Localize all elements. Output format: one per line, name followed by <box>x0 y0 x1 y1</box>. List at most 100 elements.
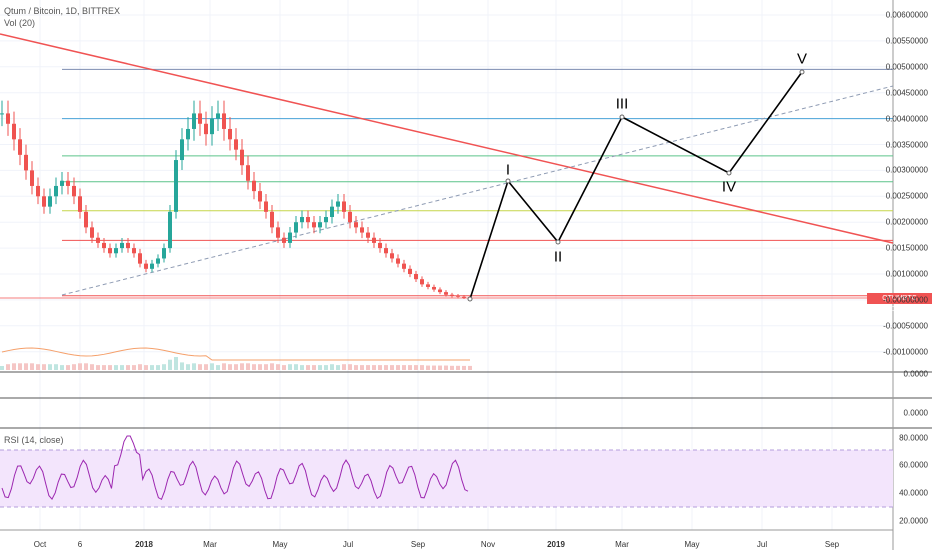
price-axis-label: 0.00150000 <box>885 243 928 253</box>
wave-point <box>467 296 473 302</box>
volume-bar <box>126 365 130 370</box>
candle <box>90 227 94 238</box>
price-axis-label: 0.00550000 <box>885 36 928 46</box>
volume-bar <box>210 363 214 370</box>
time-axis-label: Jul <box>342 540 354 549</box>
candle <box>246 165 250 181</box>
pane-axis-label: 0.0000 <box>903 369 928 379</box>
volume-bar <box>48 364 52 370</box>
candle <box>222 113 226 129</box>
volume-bar <box>306 365 310 370</box>
candle <box>288 232 292 243</box>
volume-bar <box>354 365 358 370</box>
price-axis-label: 0.00200000 <box>885 217 928 227</box>
candle <box>12 123 16 140</box>
volume-bar <box>408 365 412 370</box>
volume-bar <box>42 364 46 370</box>
rsi-line <box>1 435 469 501</box>
candle <box>270 211 274 228</box>
wave-label-2: II <box>553 248 563 266</box>
volume-bar <box>156 365 160 370</box>
volume-bar <box>120 365 124 370</box>
candle <box>54 185 58 197</box>
candle <box>360 227 364 233</box>
volume-bar <box>360 365 364 370</box>
volume-bar <box>402 365 406 370</box>
rsi-axis-label: 60.0000 <box>899 460 928 470</box>
volume-bar <box>288 364 292 370</box>
volume-bar <box>312 365 316 370</box>
volume-ma-line <box>1 347 470 361</box>
volume-bar <box>132 365 136 370</box>
candle <box>126 242 130 249</box>
candle <box>78 196 82 212</box>
time-axis-label: Sep <box>410 540 426 549</box>
candle <box>228 128 232 140</box>
candle <box>24 154 28 171</box>
time-axis-label: 6 <box>77 540 83 549</box>
candle <box>138 253 142 264</box>
wave-point <box>726 170 732 176</box>
volume-bar <box>396 365 400 370</box>
volume-bar <box>174 357 178 370</box>
wave-point <box>799 69 805 75</box>
wave-label-5: V <box>796 50 808 68</box>
volume-bar <box>60 365 64 370</box>
volume-bar <box>222 363 226 370</box>
candle <box>282 237 286 243</box>
volume-bar <box>258 364 262 370</box>
candle <box>6 113 10 124</box>
candle <box>84 211 88 228</box>
time-axis-label: Mar <box>203 540 217 549</box>
volume-bar <box>348 364 352 370</box>
candle <box>96 237 100 243</box>
current-price-value: 0.00054134 <box>881 306 918 313</box>
volume-bar <box>246 363 250 370</box>
candle <box>0 113 4 115</box>
candle <box>240 149 244 166</box>
candle <box>18 139 22 155</box>
price-axis-label: 0.00250000 <box>885 191 928 201</box>
candle <box>378 242 382 249</box>
wave-label-4: IV <box>721 178 737 196</box>
chart-title: Qtum / Bitcoin, 1D, BITTREX <box>4 6 121 16</box>
candle <box>312 222 316 228</box>
wave-label-1: I <box>505 161 511 179</box>
wave-projection <box>469 71 803 300</box>
volume-bar <box>444 365 448 370</box>
volume-bar <box>252 364 256 370</box>
candle <box>408 268 412 274</box>
trend-line <box>0 33 894 244</box>
volume-bar <box>96 365 100 370</box>
candle <box>192 113 196 129</box>
candle <box>180 139 184 161</box>
volume-bar <box>450 365 454 370</box>
wave-point <box>505 178 511 184</box>
time-axis-label: May <box>272 540 288 549</box>
wave-point <box>555 239 561 245</box>
rsi-band <box>0 450 893 507</box>
time-axis-label: 2018 <box>135 540 153 549</box>
candle <box>48 196 52 207</box>
candle <box>36 185 40 197</box>
volume-bar <box>204 364 208 370</box>
candle <box>66 180 70 186</box>
candle <box>384 248 388 254</box>
time-axis-label: Mar <box>615 540 629 549</box>
volume-bar <box>276 364 280 370</box>
volume-bar <box>270 363 274 370</box>
volume-bar <box>144 365 148 370</box>
wave-point <box>619 114 625 120</box>
volume-bar <box>456 365 460 370</box>
time-axis-label: May <box>684 540 700 549</box>
candle <box>390 253 394 259</box>
candle <box>402 263 406 269</box>
candle <box>204 123 208 135</box>
candle <box>300 217 304 223</box>
volume-bar <box>36 364 40 370</box>
volume-bar <box>18 363 22 370</box>
current-price-badge: QTUMBTC 0.00054134 <box>867 293 932 313</box>
candle <box>318 222 322 228</box>
volume-bar <box>468 365 472 370</box>
